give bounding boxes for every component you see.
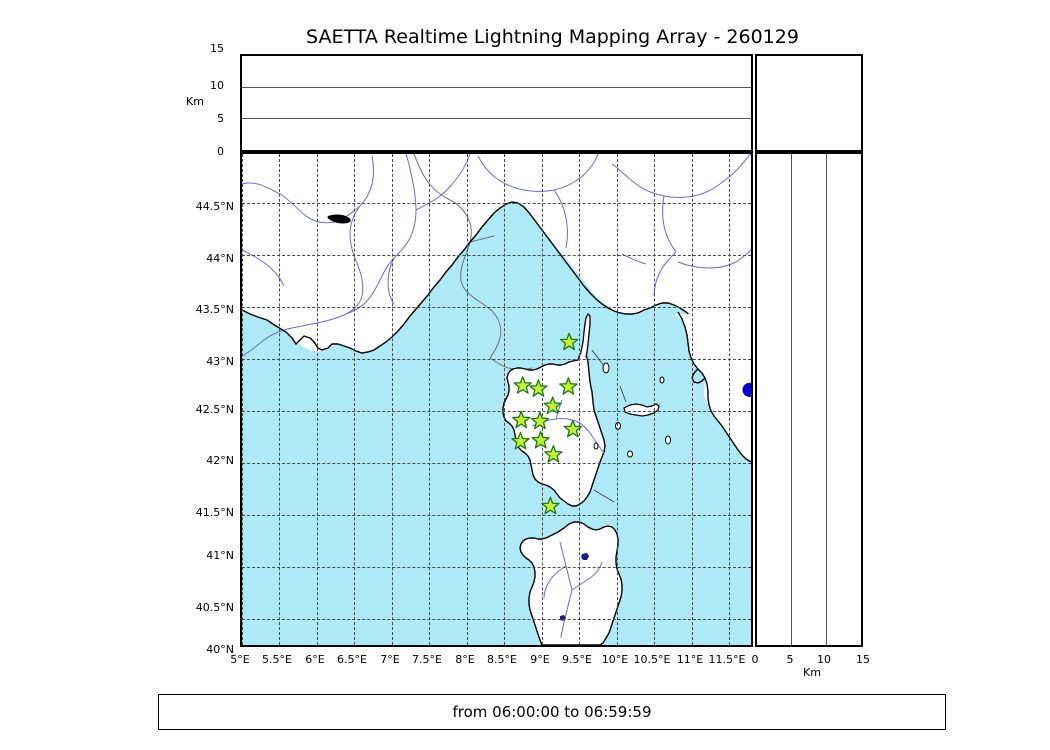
map-gridline-lat-42.5 — [242, 411, 751, 412]
map-gridline-lon-5 — [242, 154, 243, 645]
gridline-alt-10 — [242, 87, 751, 88]
right-tick-10: 10 — [817, 653, 831, 666]
lon-tick-11: 11°E — [676, 653, 704, 666]
alt-tick-10: 10 — [210, 79, 224, 92]
lat-tick-41: 41°N — [206, 549, 234, 562]
lon-tick-6: 6°E — [305, 653, 325, 666]
map-gridline-lon-6 — [317, 154, 318, 645]
altitude-axis-label: Km — [186, 95, 204, 108]
map-gridline-lon-9.5 — [579, 154, 580, 645]
altitude-longitude-panel[interactable] — [240, 54, 753, 152]
time-range-label: from 06:00:00 to 06:59:59 — [452, 703, 652, 721]
map-gridline-lon-6.5 — [354, 154, 355, 645]
right-tick-5: 5 — [786, 653, 794, 666]
lat-tick-42: 42°N — [206, 454, 234, 467]
alt-tick-0: 0 — [217, 145, 224, 158]
map-gridline-lon-8.5 — [504, 154, 505, 645]
lon-tick-7.5: 7.5°E — [412, 653, 442, 666]
map-gridline-lon-7.5 — [429, 154, 430, 645]
map-gridline-lon-8 — [467, 154, 468, 645]
lon-tick-9: 9°E — [530, 653, 550, 666]
lon-tick-7: 7°E — [380, 653, 400, 666]
gridline-km-5 — [791, 154, 792, 645]
lon-tick-5: 5°E — [230, 653, 250, 666]
map-panel[interactable] — [240, 152, 753, 647]
lon-tick-6.5: 6.5°E — [337, 653, 367, 666]
status-bar: from 06:00:00 to 06:59:59 — [158, 694, 946, 730]
map-gridline-lat-43.5 — [242, 307, 751, 308]
altitude-latitude-panel[interactable] — [755, 152, 863, 647]
map-gridline-lon-10 — [617, 154, 618, 645]
corner-panel[interactable] — [755, 54, 863, 152]
gridline-km-10 — [826, 154, 827, 645]
map-gridline-lat-40.5 — [242, 619, 751, 620]
lat-tick-40: 40°N — [206, 643, 234, 656]
lon-tick-9.5: 9.5°E — [562, 653, 592, 666]
page-title: SAETTA Realtime Lightning Mapping Array … — [306, 26, 799, 48]
map-gridline-lat-44.5 — [242, 203, 751, 204]
right-tick-15: 15 — [856, 653, 870, 666]
alt-tick-15: 15 — [210, 42, 224, 55]
map-gridline-lon-11 — [692, 154, 693, 645]
lat-tick-44: 44°N — [206, 252, 234, 265]
map-gridline-lat-43 — [242, 359, 751, 360]
map-gridline-lat-44 — [242, 255, 751, 256]
map-gridline-lon-7 — [392, 154, 393, 645]
lon-tick-10: 10°E — [601, 653, 629, 666]
lat-tick-44.5: 44.5°N — [195, 200, 234, 213]
lat-tick-43: 43°N — [206, 355, 234, 368]
map-gridline-lon-10.5 — [654, 154, 655, 645]
lon-tick-8: 8°E — [455, 653, 475, 666]
right-tick-0: 0 — [751, 653, 759, 666]
map-gridline-lon-11.5 — [729, 154, 730, 645]
map-gridline-lat-42 — [242, 463, 751, 464]
map-graphic — [242, 154, 751, 645]
lon-tick-5.5: 5.5°E — [262, 653, 292, 666]
map-gridline-lon-9 — [542, 154, 543, 645]
map-gridline-lat-41.5 — [242, 515, 751, 516]
map-gridline-lat-41 — [242, 567, 751, 568]
lon-tick-10.5: 10.5°E — [633, 653, 671, 666]
lat-tick-42.5: 42.5°N — [195, 403, 234, 416]
map-gridline-lon-5.5 — [279, 154, 280, 645]
lat-tick-41.5: 41.5°N — [195, 506, 234, 519]
alt-tick-5: 5 — [217, 112, 224, 125]
right-axis-label: Km — [803, 666, 821, 679]
lat-tick-43.5: 43.5°N — [195, 303, 234, 316]
lat-tick-40.5: 40.5°N — [195, 601, 234, 614]
gridline-alt-5 — [242, 118, 751, 119]
lon-tick-11.5: 11.5°E — [708, 653, 746, 666]
lon-tick-8.5: 8.5°E — [487, 653, 517, 666]
